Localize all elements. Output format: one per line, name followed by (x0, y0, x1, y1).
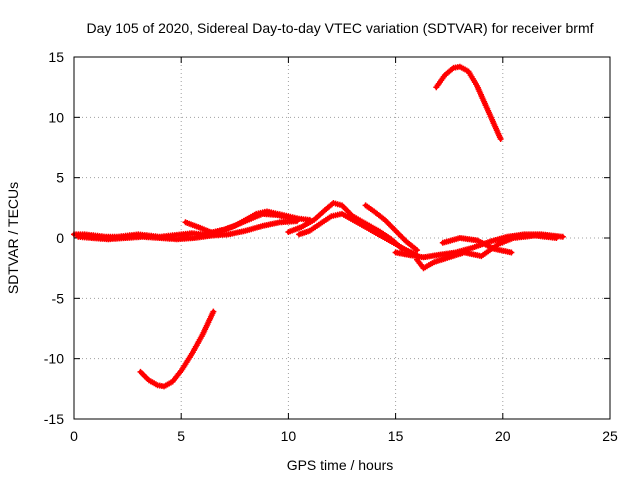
series-sat-track-late-3 (439, 235, 515, 256)
data-series (71, 63, 566, 390)
data-point (559, 233, 566, 240)
data-point (289, 215, 296, 222)
data-point (508, 249, 515, 256)
series-sat-track-mid-3 (296, 210, 421, 258)
series-sat-track-mid-4 (362, 202, 421, 254)
x-tick-label: 5 (177, 428, 185, 444)
x-tick-label: 25 (602, 428, 618, 444)
data-point (497, 136, 504, 143)
data-point (293, 218, 300, 225)
y-tick-label: -10 (44, 351, 64, 367)
y-tick-label: -15 (44, 411, 64, 427)
axis-tick-labels: 0 5 10 15 20 25 -15 -10 -5 0 5 10 15 (44, 49, 618, 444)
series-line (434, 64, 503, 142)
series-sat-track-main-2 (75, 218, 300, 243)
series-sat-track-mid-1 (182, 210, 296, 237)
y-tick-label: 0 (56, 230, 64, 246)
y-tick-label: 10 (48, 109, 64, 125)
y-tick-label: -5 (52, 290, 65, 306)
y-axis-label: SDTVAR / TECUs (5, 182, 21, 294)
series-sat-track-mid-2 (285, 200, 406, 252)
x-axis-label: GPS time / hours (287, 457, 394, 473)
chart-title: Day 105 of 2020, Sidereal Day-to-day VTE… (86, 20, 593, 36)
data-point (553, 235, 560, 241)
y-tick-label: 15 (48, 49, 64, 65)
y-tick-label: 5 (56, 170, 64, 186)
series-sat-track-high-arc (433, 63, 504, 143)
x-tick-label: 20 (495, 428, 511, 444)
x-tick-label: 15 (388, 428, 404, 444)
data-point (210, 308, 217, 315)
data-point (414, 247, 421, 254)
plot-frame (73, 56, 611, 420)
x-tick-label: 10 (281, 428, 297, 444)
x-tick-label: 0 (70, 428, 78, 444)
series-sat-track-low-arc (137, 308, 217, 390)
